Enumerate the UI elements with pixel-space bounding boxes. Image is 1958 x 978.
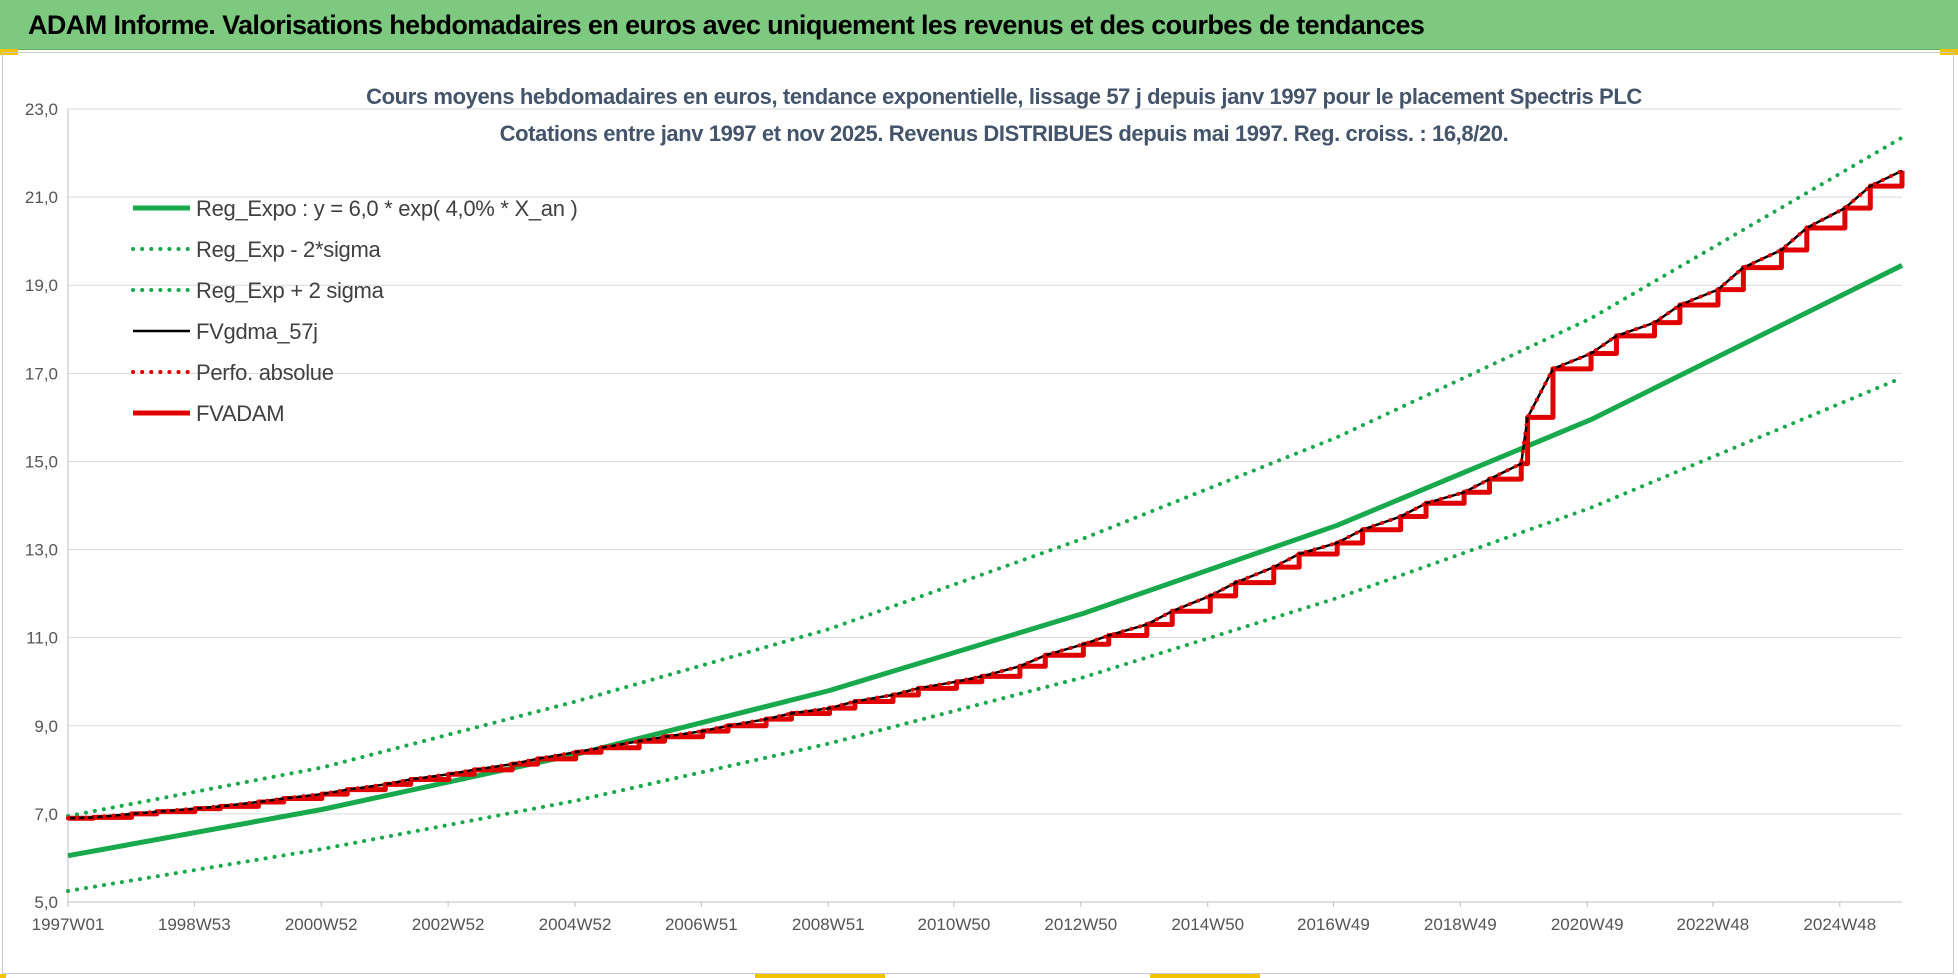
x-tick-label: 2024W48 [1803, 915, 1876, 934]
chart-subtitle: Cotations entre janv 1997 et nov 2025. R… [500, 121, 1509, 146]
x-tick-label: 2012W50 [1044, 915, 1117, 934]
legend-label-0: Reg_Expo : y = 6,0 * exp( 4,0% * X_an ) [196, 196, 577, 221]
y-tick-label: 23,0 [25, 100, 58, 119]
y-tick-label: 13,0 [25, 541, 58, 560]
x-tick-label: 2000W52 [285, 915, 358, 934]
y-tick-label: 7,0 [34, 805, 58, 824]
y-tick-label: 19,0 [25, 276, 58, 295]
chart-title: Cours moyens hebdomadaires en euros, ten… [366, 84, 1642, 109]
y-tick-label: 5,0 [34, 893, 58, 912]
x-tick-label: 2010W50 [918, 915, 991, 934]
legend: Reg_Expo : y = 6,0 * exp( 4,0% * X_an ) R… [131, 196, 578, 426]
series-line-0 [67, 263, 1904, 859]
x-tick-label: 2002W52 [412, 915, 485, 934]
series-line-1 [66, 375, 1904, 893]
y-tick-label: 15,0 [25, 452, 58, 471]
series-layer [66, 135, 1905, 893]
x-tick-label: 2018W49 [1424, 915, 1497, 934]
x-tick-label: 1998W53 [158, 915, 231, 934]
x-tick-label: 2008W51 [792, 915, 865, 934]
legend-label-4: Perfo. absolue [196, 360, 334, 385]
chart-frame [2, 52, 1954, 974]
x-axis-ticks: 1997W01 1998W53 2000W52 2002W52 2004W52 2006W… [32, 915, 1877, 934]
series-line-4 [66, 168, 1904, 821]
y-tick-label: 21,0 [25, 188, 58, 207]
bottom-strip-middle [755, 974, 885, 978]
grid-layer [67, 108, 1902, 907]
x-tick-label: 2004W52 [539, 915, 612, 934]
y-axis-ticks: 5,0 7,0 9,0 11,0 13,0 15,0 17,0 19,0 21,0 23,0 [25, 100, 58, 912]
legend-label-5: FVADAM [196, 401, 284, 426]
x-tick-label: 2022W48 [1676, 915, 1749, 934]
series-line-2 [66, 135, 1904, 819]
bottom-strip-left [0, 974, 6, 978]
y-tick-label: 9,0 [34, 717, 58, 736]
y-tick-label: 17,0 [25, 364, 58, 383]
banner: ADAM Informe. Valorisations hebdomadaire… [0, 0, 1958, 55]
banner-title: ADAM Informe. Valorisations hebdomadaire… [28, 10, 1425, 40]
bottom-strip-right [1150, 974, 1260, 978]
x-tick-label: 2016W49 [1297, 915, 1370, 934]
x-tick-label: 2020W49 [1551, 915, 1624, 934]
legend-label-1: Reg_Exp - 2*sigma [196, 237, 382, 262]
legend-label-3: FVgdma_57j [196, 319, 318, 344]
x-tick-label: 1997W01 [32, 915, 105, 934]
x-tick-label: 2006W51 [665, 915, 738, 934]
y-tick-label: 11,0 [26, 629, 58, 648]
x-tick-label: 2014W50 [1171, 915, 1244, 934]
legend-label-2: Reg_Exp + 2 sigma [196, 278, 385, 303]
